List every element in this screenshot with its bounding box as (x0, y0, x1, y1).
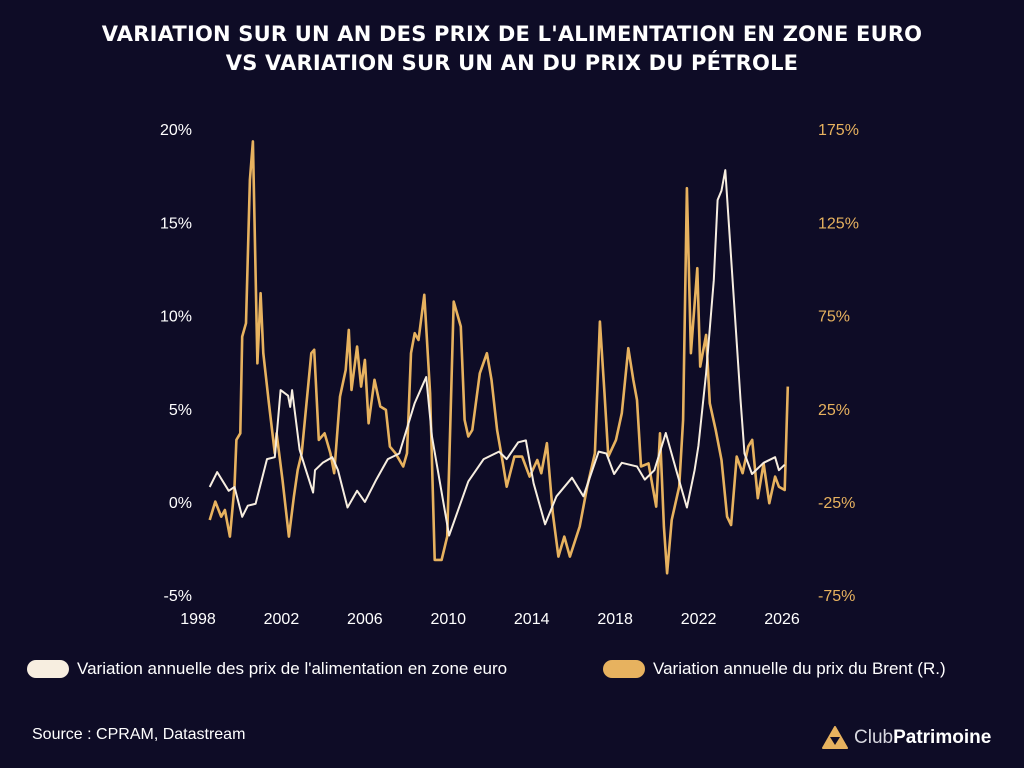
title-line-1: VARIATION SUR UN AN DES PRIX DE L'ALIMEN… (101, 22, 923, 46)
x-tick-label: 1998 (180, 611, 216, 628)
legend-item-food: Variation annuelle des prix de l'aliment… (27, 658, 507, 680)
x-tick-label: 2026 (764, 611, 800, 628)
logo-text-club: Club (854, 727, 894, 748)
legend-item-brent: Variation annuelle du prix du Brent (R.) (603, 658, 946, 680)
x-tick-label: 2014 (514, 611, 550, 628)
y-right-tick-label: -75% (818, 588, 855, 605)
y-right-tick-label: 125% (818, 215, 859, 232)
club-patrimoine-logo: Club Patrimoine (822, 726, 991, 750)
chart-title: VARIATION SUR UN AN DES PRIX DE L'ALIMEN… (0, 20, 1024, 78)
y-left-tick-label: 15% (160, 215, 192, 232)
legend-label-brent: Variation annuelle du prix du Brent (R.) (653, 659, 946, 678)
x-tick-label: 2018 (597, 611, 633, 628)
legend-swatch-brent (603, 660, 645, 678)
x-tick-label: 2010 (430, 611, 466, 628)
series-line-brent (208, 140, 790, 575)
legend-swatch-food (27, 660, 69, 678)
y-left-tick-label: -5% (164, 588, 192, 605)
logo-text-patrimoine: Patrimoine (893, 727, 992, 748)
y-left-tick-label: 20% (160, 122, 192, 139)
legend-label-food: Variation annuelle des prix de l'aliment… (77, 659, 508, 678)
x-tick-label: 2022 (681, 611, 717, 628)
y-right-tick-label: -25% (818, 495, 855, 512)
x-tick-label: 2006 (347, 611, 383, 628)
y-left-tick-label: 10% (160, 309, 192, 326)
triangle-logo-icon (822, 726, 848, 749)
y-left-tick-label: 5% (169, 402, 192, 419)
title-line-2: VS VARIATION SUR UN AN DU PRIX DU PÉTROL… (225, 51, 799, 75)
x-tick-label: 2002 (264, 611, 300, 628)
y-left-tick-label: 0% (169, 495, 192, 512)
y-right-tick-label: 75% (818, 309, 850, 326)
y-right-tick-label: 25% (818, 402, 850, 419)
source-note: Source : CPRAM, Datastream (32, 726, 246, 743)
series-line-food (208, 169, 786, 537)
y-right-tick-label: 175% (818, 122, 859, 139)
